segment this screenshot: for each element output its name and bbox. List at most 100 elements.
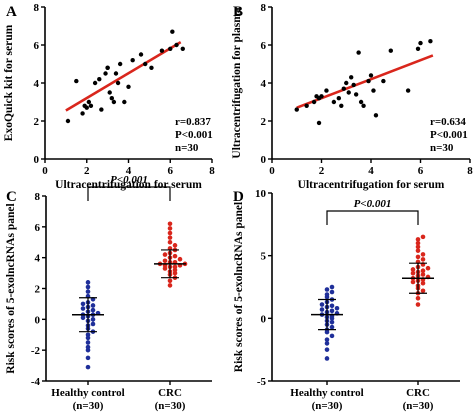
data-point [405,88,411,93]
data-point [324,88,329,93]
data-point [420,252,426,257]
data-point [167,283,173,288]
category-n-label: (n=30) [312,400,343,412]
data-point [329,324,335,330]
x-tick-label: 0 [42,165,48,177]
data-point [329,319,335,325]
data-point [339,103,344,109]
data-point [122,99,127,105]
data-point [65,118,71,124]
x-tick-label: 8 [467,165,473,177]
x-tick-label: 8 [209,165,215,177]
regression-line [296,54,434,109]
data-point [149,65,154,71]
data-point [353,92,359,97]
y-tick-label: 6 [35,222,41,234]
x-tick-label: 6 [418,165,424,177]
dot-plot-panel-c: -4 -2 0 2 4 6 8 Risk scores of 5-exolncRNAs pan… [5,174,212,412]
y-tick-label: 2 [261,116,267,128]
data-point [85,284,91,290]
y-tick-label: 4 [261,78,267,90]
data-point [420,268,426,274]
data-point [388,48,393,53]
data-point [85,280,91,285]
data-point [167,226,173,231]
data-point [366,78,371,84]
data-point [103,71,108,76]
y-axis-label: Ultracentrifugation for plasma [231,7,243,158]
data-point [410,279,416,285]
stat-text: P<0.001 [430,129,468,141]
data-point [174,42,179,48]
category-label: CRC [158,387,182,399]
category-label: Healthy control [290,387,363,399]
data-point [331,99,337,105]
x-tick-label: 2 [84,165,90,177]
data-point [420,288,426,294]
data-point [319,302,325,307]
data-point [329,284,335,290]
scatter-panel-b: 0 2 4 6 8 0 2 4 6 8 Ultracentrifugation for serum U… [231,2,473,191]
category-n-label: (n=30) [155,400,186,412]
stat-text: n=30 [175,142,199,154]
y-tick-label: 4 [34,78,40,90]
data-point [88,103,94,109]
x-tick-label: 4 [368,165,374,177]
data-point [105,65,110,71]
y-axis-label: ExoQuick kit for serum [3,24,15,141]
stat-text: P<0.001 [175,129,213,141]
data-point [349,75,354,80]
data-point [162,252,168,257]
y-tick-label: 0 [261,154,267,166]
data-point [168,46,173,51]
panel-label-b: B [233,4,243,20]
data-point [85,364,91,370]
data-point [415,248,421,253]
y-tick-label: 2 [34,116,40,128]
data-point [92,80,98,86]
data-point [329,303,335,309]
data-point [85,344,91,350]
data-point [80,306,86,311]
y-tick-label: 8 [35,191,41,203]
y-tick-label: 0 [34,154,40,166]
data-point [159,48,165,53]
data-point [324,347,330,352]
data-point [316,96,322,101]
y-tick-label: 4 [35,253,41,265]
data-point [86,99,92,105]
data-point [410,270,416,276]
x-tick-label: 0 [269,165,275,177]
data-point [167,239,173,245]
data-point [97,77,102,82]
data-point [117,61,123,67]
stat-text: r=0.634 [430,116,466,128]
data-point [80,111,85,116]
data-point [294,107,299,112]
data-point [172,243,178,248]
data-point [180,46,185,51]
data-point [85,340,91,345]
x-tick-label: 6 [168,165,174,177]
y-tick-label: 6 [261,40,267,52]
data-point [373,113,379,118]
data-point [425,265,431,271]
data-point [167,230,173,236]
y-tick-label: 2 [35,284,41,296]
data-point [115,80,121,86]
data-point [356,50,361,55]
data-point [420,234,426,240]
data-point [138,52,144,57]
data-point [410,267,416,272]
data-point [351,82,356,88]
data-point [415,254,421,260]
data-point [415,46,421,51]
x-tick-label: 4 [126,165,132,177]
stat-text: n=30 [430,142,454,154]
data-point [126,84,131,90]
data-point [324,287,330,292]
data-point [172,264,178,270]
data-point [111,99,117,105]
x-tick-label: 2 [319,165,325,177]
